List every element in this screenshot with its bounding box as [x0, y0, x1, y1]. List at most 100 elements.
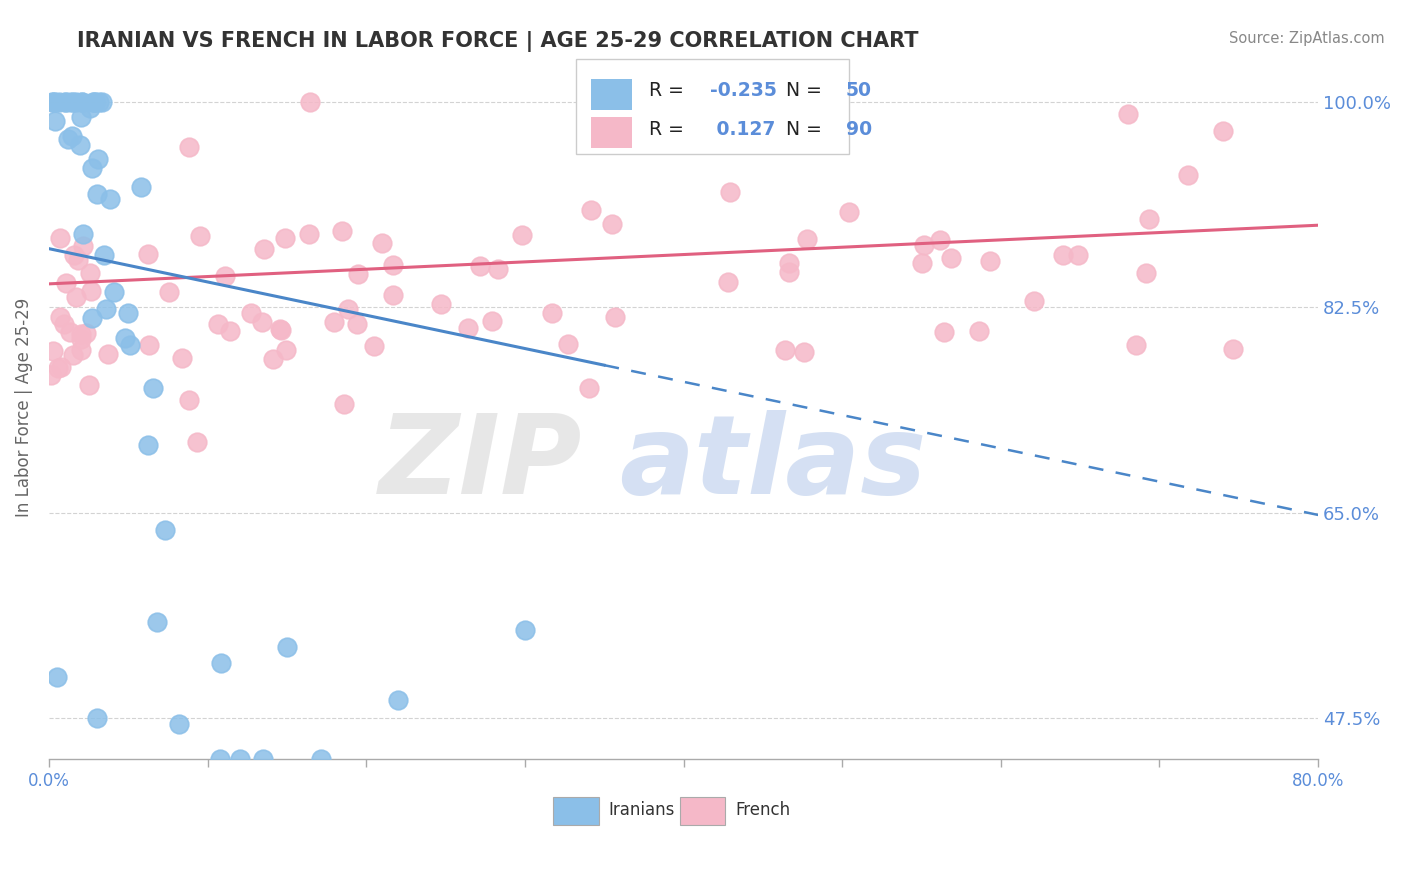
Point	[252, 752, 274, 766]
Point	[1222, 342, 1244, 356]
Text: IRANIAN VS FRENCH IN LABOR FORCE | AGE 25-29 CORRELATION CHART: IRANIAN VS FRENCH IN LABOR FORCE | AGE 2…	[77, 31, 920, 53]
Point	[718, 185, 741, 199]
Point	[93, 248, 115, 262]
Point	[129, 180, 152, 194]
Point	[70, 327, 93, 342]
Point	[146, 615, 169, 629]
Point	[62, 95, 84, 109]
Point	[72, 227, 94, 242]
Point	[172, 351, 194, 365]
Point	[56, 131, 79, 145]
Point	[541, 305, 564, 319]
Point	[1116, 107, 1139, 121]
Point	[70, 332, 93, 346]
Point	[457, 321, 479, 335]
Point	[239, 306, 262, 320]
Point	[912, 238, 935, 252]
Point	[371, 235, 394, 250]
Point	[219, 324, 242, 338]
Point	[796, 232, 818, 246]
Text: -0.235: -0.235	[710, 81, 778, 100]
Point	[1135, 266, 1157, 280]
Point	[333, 397, 356, 411]
Point	[939, 251, 962, 265]
Text: French: French	[735, 801, 790, 819]
Point	[86, 711, 108, 725]
Point	[581, 202, 603, 217]
Point	[510, 227, 533, 242]
FancyBboxPatch shape	[679, 797, 725, 825]
Text: atlas: atlas	[619, 409, 927, 516]
Point	[190, 228, 212, 243]
Point	[87, 95, 110, 109]
Point	[62, 348, 84, 362]
Point	[1052, 247, 1074, 261]
Point	[979, 253, 1001, 268]
Point	[600, 217, 623, 231]
Point	[270, 323, 292, 337]
Point	[269, 322, 291, 336]
Point	[66, 252, 89, 267]
Point	[83, 95, 105, 109]
Point	[142, 381, 165, 395]
Point	[1139, 212, 1161, 227]
Point	[79, 284, 101, 298]
Point	[98, 192, 121, 206]
Point	[44, 95, 66, 109]
Point	[778, 255, 800, 269]
Point	[87, 152, 110, 166]
Point	[45, 670, 67, 684]
Point	[75, 326, 97, 340]
Point	[79, 266, 101, 280]
Point	[793, 345, 815, 359]
Point	[138, 338, 160, 352]
Point	[209, 752, 232, 766]
Point	[42, 95, 65, 109]
Point	[775, 343, 797, 357]
Point	[42, 343, 65, 358]
Point	[1022, 294, 1045, 309]
Point	[298, 227, 321, 241]
Point	[41, 95, 63, 109]
Point	[778, 265, 800, 279]
Point	[70, 343, 93, 357]
Point	[253, 242, 276, 256]
Text: Iranians: Iranians	[609, 801, 675, 819]
Point	[103, 285, 125, 300]
Point	[346, 267, 368, 281]
Point	[59, 326, 82, 340]
Point	[250, 315, 273, 329]
Point	[69, 138, 91, 153]
Point	[155, 523, 177, 537]
Text: R =: R =	[650, 120, 690, 138]
Point	[276, 640, 298, 655]
FancyBboxPatch shape	[553, 797, 599, 825]
Text: 0.127: 0.127	[710, 120, 776, 138]
Text: Source: ZipAtlas.com: Source: ZipAtlas.com	[1229, 31, 1385, 46]
Point	[311, 752, 333, 766]
Point	[381, 288, 404, 302]
Point	[717, 275, 740, 289]
Text: N =: N =	[773, 81, 828, 100]
Point	[90, 95, 112, 109]
Point	[55, 277, 77, 291]
Point	[363, 338, 385, 352]
Point	[387, 693, 409, 707]
Point	[39, 368, 62, 383]
Point	[346, 318, 368, 332]
Point	[330, 224, 353, 238]
Point	[80, 310, 103, 325]
Point	[70, 95, 93, 109]
Point	[207, 317, 229, 331]
Point	[1212, 124, 1234, 138]
Point	[468, 259, 491, 273]
Point	[276, 343, 298, 358]
Point	[53, 95, 76, 109]
Point	[55, 95, 77, 109]
Point	[52, 317, 75, 331]
Point	[136, 247, 159, 261]
Point	[117, 306, 139, 320]
Point	[299, 95, 322, 109]
Point	[86, 186, 108, 201]
FancyBboxPatch shape	[591, 78, 631, 110]
